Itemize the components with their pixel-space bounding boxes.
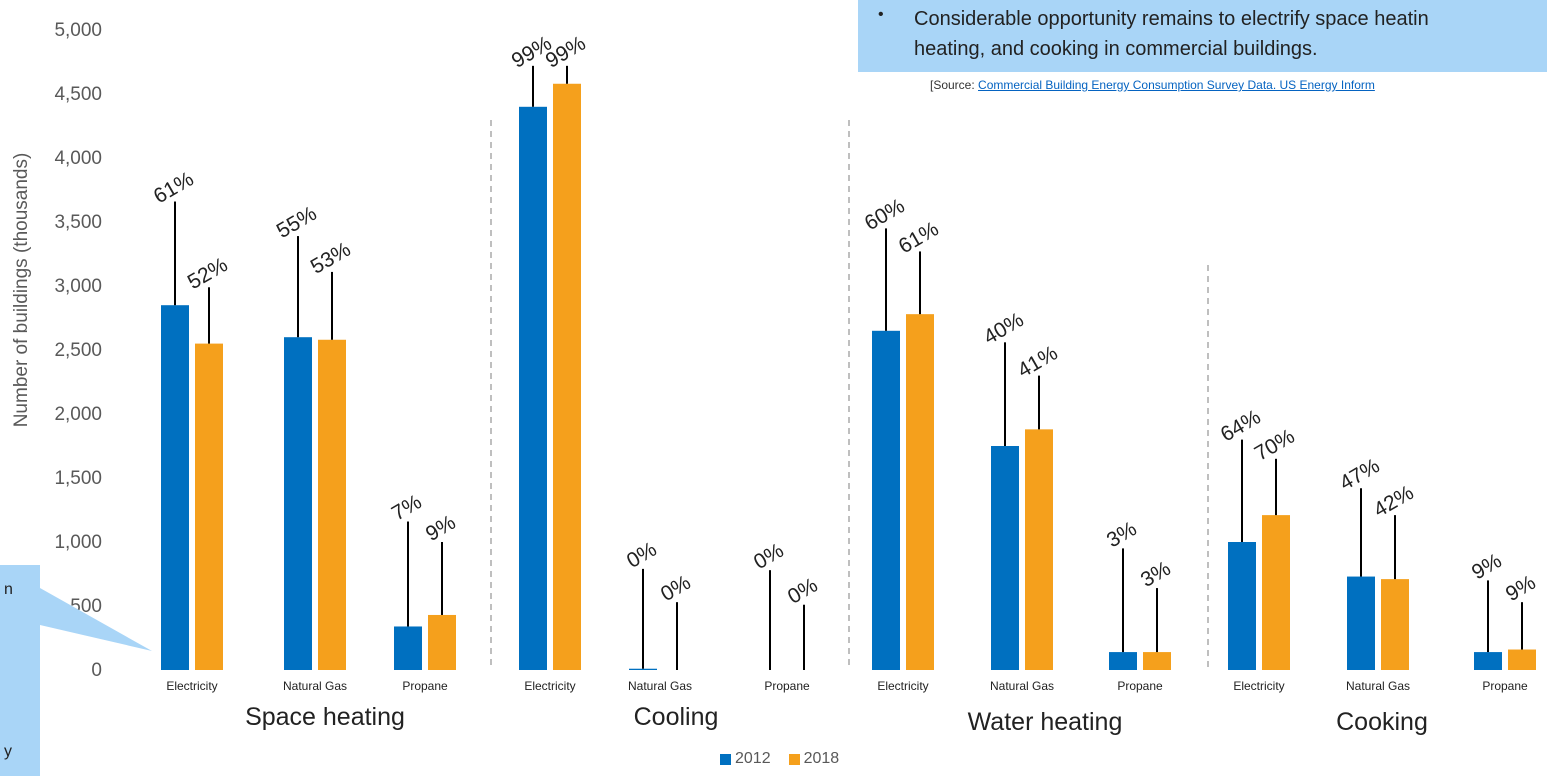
group-label: Water heating	[968, 708, 1123, 736]
data-label: 0%	[657, 571, 695, 606]
bar-2018-8	[1143, 652, 1171, 670]
y-tick-label: 4,500	[54, 84, 102, 105]
y-tick-label: 4,000	[54, 148, 102, 169]
legend-swatch-2018	[788, 753, 800, 765]
data-label: 7%	[388, 490, 426, 525]
y-tick-label: 2,000	[54, 404, 102, 425]
y-tick-label: 3,500	[54, 212, 102, 233]
category-label: Electricity	[877, 679, 928, 693]
bar-2012-0	[161, 305, 189, 670]
data-label: 9%	[422, 511, 460, 546]
data-label: 42%	[1370, 481, 1418, 522]
callout-text: Considerable opportunity remains to elec…	[914, 4, 1547, 64]
category-label: Electricity	[524, 679, 575, 693]
bar-2012-3	[519, 106, 547, 671]
legend-label-2012: 2012	[735, 750, 771, 767]
callout-left-fragment-2: y	[4, 743, 12, 760]
callout-line-2: heating, and cooking in commercial build…	[914, 38, 1318, 60]
legend-item-2012: 2012	[720, 750, 771, 768]
bar-2012-10	[1347, 576, 1375, 670]
data-label: 70%	[1251, 425, 1299, 466]
bar-2018-1	[318, 339, 346, 670]
callout-box-top: • Considerable opportunity remains to el…	[858, 0, 1547, 72]
bar-2012-1	[284, 337, 312, 670]
legend-item-2018: 2018	[788, 750, 840, 768]
y-axis-title: Number of buildings (thousands)	[11, 153, 32, 428]
data-label: 61%	[895, 217, 943, 258]
category-label: Natural Gas	[283, 679, 347, 693]
source-note: [Source: Commercial Building Energy Cons…	[930, 78, 1375, 92]
y-tick-label: 3,000	[54, 276, 102, 297]
category-label: Natural Gas	[628, 679, 692, 693]
callout-left-fragment-1: n	[4, 581, 13, 598]
y-tick-label: 2,500	[54, 340, 102, 361]
bar-2018-0	[195, 343, 223, 670]
bar-2012-4	[629, 668, 657, 670]
legend-swatch-2012	[720, 753, 731, 765]
category-label: Electricity	[1233, 679, 1284, 693]
data-label: 0%	[623, 538, 661, 573]
category-label: Electricity	[166, 679, 217, 693]
bar-2018-3	[553, 83, 581, 670]
bar-2012-11	[1474, 652, 1502, 670]
category-label: Propane	[402, 679, 448, 693]
data-label: 55%	[273, 202, 321, 243]
bar-2018-7	[1025, 429, 1053, 670]
bar-2012-9	[1228, 542, 1256, 670]
data-label: 0%	[784, 574, 822, 609]
data-label: 61%	[150, 167, 198, 208]
bar-2018-10	[1381, 579, 1409, 670]
group-label: Cooling	[634, 703, 719, 731]
data-label: 3%	[1137, 557, 1175, 592]
legend-label-2018: 2018	[803, 750, 840, 767]
source-link[interactable]: Commercial Building Energy Consumption S…	[978, 78, 1375, 92]
y-tick-label: 1,500	[54, 468, 102, 489]
bar-2018-11	[1508, 649, 1536, 670]
data-label: 52%	[184, 253, 232, 294]
callout-box-left: n y	[0, 565, 152, 776]
bar-2012-6	[872, 330, 900, 670]
data-label: 53%	[307, 238, 355, 279]
category-label: Natural Gas	[1346, 679, 1410, 693]
category-label: Propane	[1482, 679, 1528, 693]
data-label: 41%	[1014, 342, 1062, 383]
y-tick-label: 5,000	[54, 20, 102, 41]
data-label: 9%	[1502, 571, 1540, 606]
callout-left-shape	[0, 565, 152, 776]
bar-2018-2	[428, 614, 456, 670]
y-tick-label: 0	[91, 660, 102, 681]
category-label: Propane	[764, 679, 810, 693]
data-label: 40%	[980, 308, 1028, 349]
category-label: Natural Gas	[990, 679, 1054, 693]
group-label: Space heating	[245, 703, 405, 731]
data-label: 9%	[1468, 549, 1506, 584]
y-tick-label: 1,000	[54, 532, 102, 553]
data-label: 0%	[750, 539, 788, 574]
callout-line-1: Considerable opportunity remains to elec…	[914, 8, 1429, 30]
bar-2012-8	[1109, 652, 1137, 670]
bullet-marker: •	[878, 6, 884, 23]
legend: 2012 2018	[720, 750, 839, 768]
data-label: 99%	[542, 32, 590, 73]
source-prefix: [Source:	[930, 78, 979, 92]
bar-2018-9	[1262, 515, 1290, 670]
data-label: 64%	[1217, 406, 1265, 447]
bar-2018-6	[906, 314, 934, 670]
bar-2012-2	[394, 626, 422, 670]
data-label: 60%	[861, 194, 909, 235]
data-label: 3%	[1103, 517, 1141, 552]
category-label: Propane	[1117, 679, 1163, 693]
group-label: Cooking	[1336, 708, 1428, 736]
data-label: 47%	[1336, 454, 1384, 495]
bar-2012-7	[991, 446, 1019, 670]
